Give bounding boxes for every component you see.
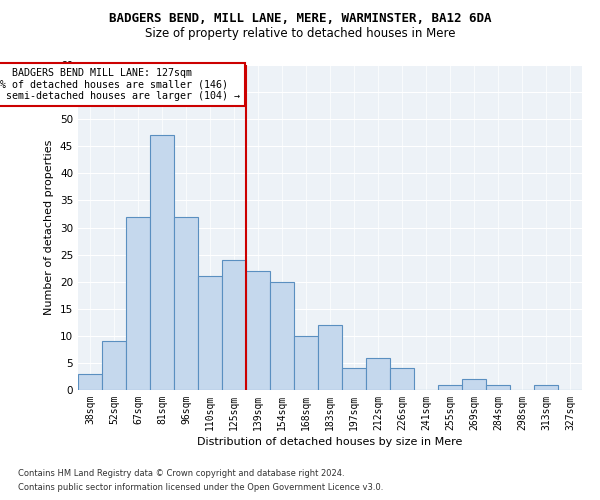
Bar bbox=[150, 136, 174, 390]
Bar bbox=[198, 276, 222, 390]
Bar bbox=[222, 260, 246, 390]
Bar bbox=[126, 216, 150, 390]
Bar bbox=[462, 379, 486, 390]
Bar bbox=[246, 271, 270, 390]
Text: Size of property relative to detached houses in Mere: Size of property relative to detached ho… bbox=[145, 28, 455, 40]
Text: Contains HM Land Registry data © Crown copyright and database right 2024.: Contains HM Land Registry data © Crown c… bbox=[18, 468, 344, 477]
Bar bbox=[270, 282, 294, 390]
Bar bbox=[486, 384, 510, 390]
X-axis label: Distribution of detached houses by size in Mere: Distribution of detached houses by size … bbox=[197, 437, 463, 447]
Bar bbox=[342, 368, 366, 390]
Bar bbox=[390, 368, 414, 390]
Bar bbox=[102, 341, 126, 390]
Bar bbox=[366, 358, 390, 390]
Text: BADGERS BEND MILL LANE: 127sqm
← 58% of detached houses are smaller (146)
41% of: BADGERS BEND MILL LANE: 127sqm ← 58% of … bbox=[0, 68, 240, 101]
Bar bbox=[174, 216, 198, 390]
Bar bbox=[78, 374, 102, 390]
Bar bbox=[438, 384, 462, 390]
Y-axis label: Number of detached properties: Number of detached properties bbox=[44, 140, 55, 315]
Bar bbox=[294, 336, 318, 390]
Text: BADGERS BEND, MILL LANE, MERE, WARMINSTER, BA12 6DA: BADGERS BEND, MILL LANE, MERE, WARMINSTE… bbox=[109, 12, 491, 26]
Text: Contains public sector information licensed under the Open Government Licence v3: Contains public sector information licen… bbox=[18, 484, 383, 492]
Bar bbox=[534, 384, 558, 390]
Bar bbox=[318, 325, 342, 390]
